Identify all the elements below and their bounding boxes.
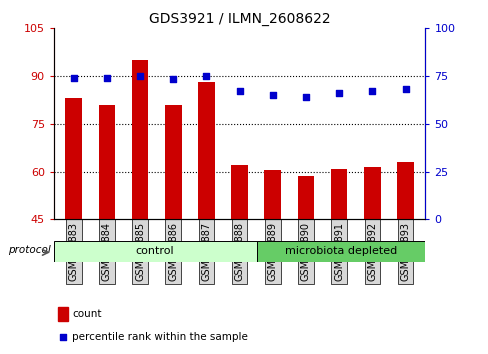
Bar — [164, 105, 181, 219]
Point — [235, 88, 243, 94]
Point — [401, 87, 408, 92]
Bar — [65, 98, 82, 219]
Point — [268, 92, 276, 98]
Text: control: control — [136, 246, 174, 256]
Point — [70, 75, 78, 81]
Bar — [54, 241, 256, 262]
Point — [169, 76, 177, 82]
Point — [136, 73, 143, 79]
Bar — [58, 307, 68, 321]
Text: count: count — [72, 309, 102, 319]
Text: percentile rank within the sample: percentile rank within the sample — [72, 332, 248, 342]
Bar — [330, 169, 347, 219]
Bar — [231, 165, 247, 219]
Bar — [297, 176, 314, 219]
Title: GDS3921 / ILMN_2608622: GDS3921 / ILMN_2608622 — [148, 12, 330, 26]
Point — [367, 88, 375, 94]
Bar — [256, 241, 425, 262]
Bar — [198, 82, 214, 219]
Bar — [363, 167, 380, 219]
Bar — [99, 105, 115, 219]
Bar — [131, 60, 148, 219]
Point — [335, 91, 343, 96]
Text: microbiota depleted: microbiota depleted — [284, 246, 396, 256]
Point — [59, 334, 66, 340]
Point — [302, 94, 309, 100]
Bar — [264, 170, 281, 219]
Point — [103, 75, 111, 81]
Bar — [396, 162, 413, 219]
Point — [202, 73, 210, 79]
Text: protocol: protocol — [8, 245, 51, 255]
